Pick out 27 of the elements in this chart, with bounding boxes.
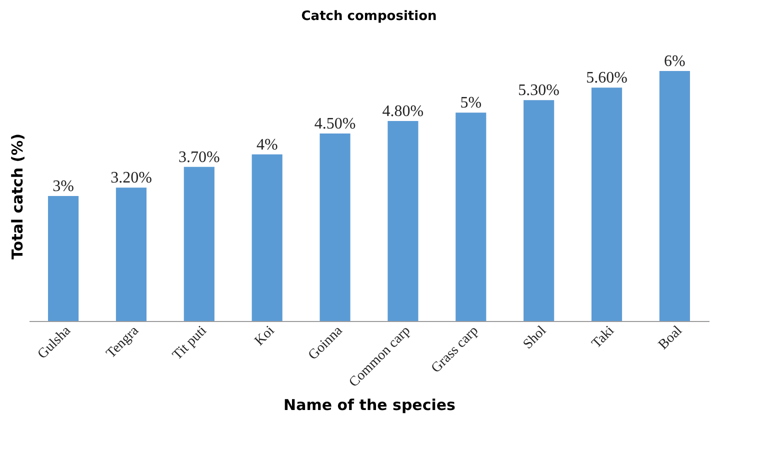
bar [252, 154, 282, 321]
x-tick-label: Taki [589, 323, 618, 352]
data-label: 4.50% [314, 116, 356, 132]
chart-title: Catch composition [301, 9, 437, 24]
bar [388, 121, 418, 321]
data-label: 6% [664, 53, 686, 70]
data-label: 3.70% [178, 148, 220, 166]
bar [184, 166, 214, 321]
bar [456, 112, 486, 321]
x-tick-label: Shol [520, 323, 550, 352]
bar [320, 134, 350, 321]
data-label: 4.80% [382, 103, 424, 120]
bar [48, 196, 79, 321]
x-tick-label: Tit puti [170, 323, 210, 364]
bar [591, 88, 622, 321]
x-axis-title: Name of the species [284, 396, 456, 414]
data-label: 5.30% [518, 82, 560, 100]
data-label: 3% [52, 178, 74, 195]
data-label: 5% [460, 94, 482, 112]
x-tick-label: Koi [252, 323, 278, 349]
data-label: 5.60% [586, 70, 628, 87]
bar [659, 71, 690, 321]
data-label: 4% [256, 136, 278, 154]
bar [116, 188, 147, 321]
data-label: 3.20% [110, 170, 152, 187]
y-axis-title: Total catch (%) [8, 134, 26, 260]
bar [524, 100, 554, 321]
